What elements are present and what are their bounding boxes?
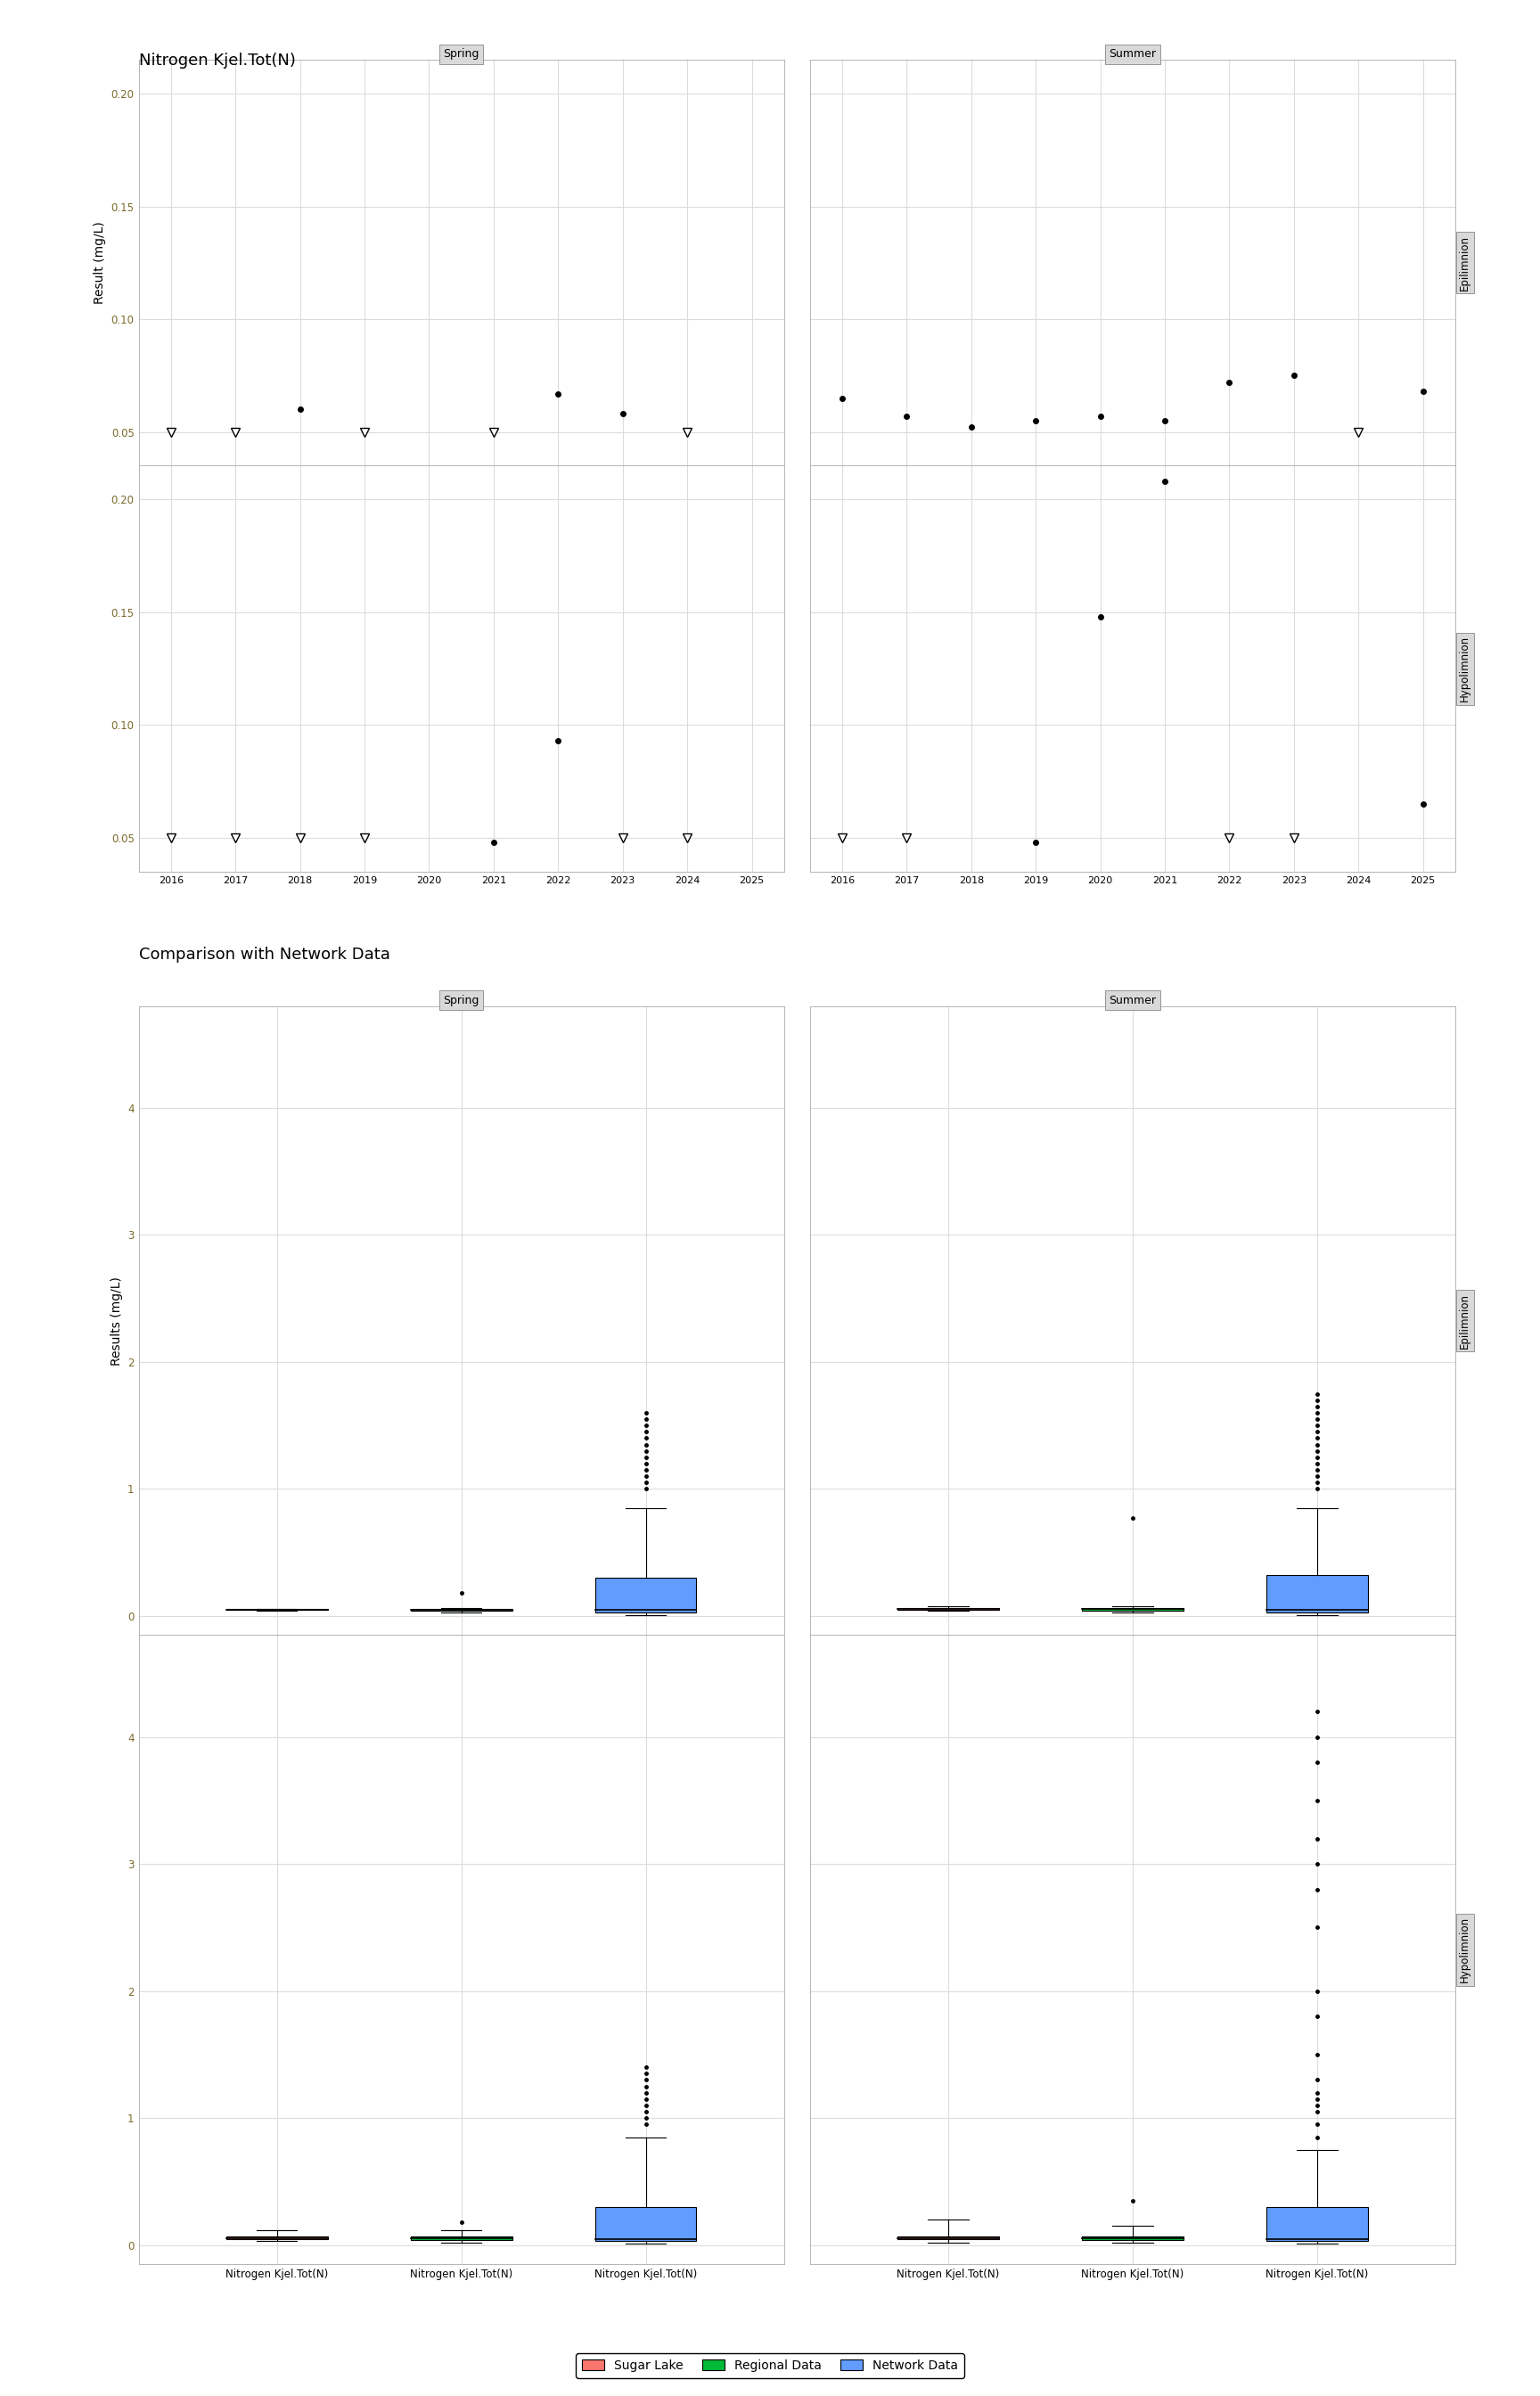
Y-axis label: Epilimnion: Epilimnion [1458, 1294, 1471, 1349]
Bar [1083, 2235, 1183, 2240]
Bar [1083, 1608, 1183, 1610]
Y-axis label: Result (mg/L): Result (mg/L) [94, 220, 106, 304]
Bar [226, 2235, 328, 2240]
Title: Spring: Spring [444, 994, 479, 1006]
Title: Summer: Summer [1109, 994, 1157, 1006]
Y-axis label: Epilimnion: Epilimnion [1458, 235, 1471, 290]
Bar [898, 2235, 999, 2240]
Bar [594, 2207, 696, 2240]
Bar [1266, 2207, 1368, 2240]
Y-axis label: Results (mg/L): Results (mg/L) [111, 1277, 123, 1366]
Y-axis label: Hypolimnion: Hypolimnion [1458, 635, 1471, 702]
Text: Comparison with Network Data: Comparison with Network Data [139, 946, 390, 963]
Title: Summer: Summer [1109, 48, 1157, 60]
Bar [594, 1579, 696, 1613]
Bar [1266, 1577, 1368, 1613]
Y-axis label: Hypolimnion: Hypolimnion [1458, 1917, 1471, 1984]
Bar [411, 2235, 511, 2240]
Title: Spring: Spring [444, 48, 479, 60]
Legend: Sugar Lake, Regional Data, Network Data: Sugar Lake, Regional Data, Network Data [576, 2353, 964, 2377]
Text: Nitrogen Kjel.Tot(N): Nitrogen Kjel.Tot(N) [139, 53, 296, 69]
